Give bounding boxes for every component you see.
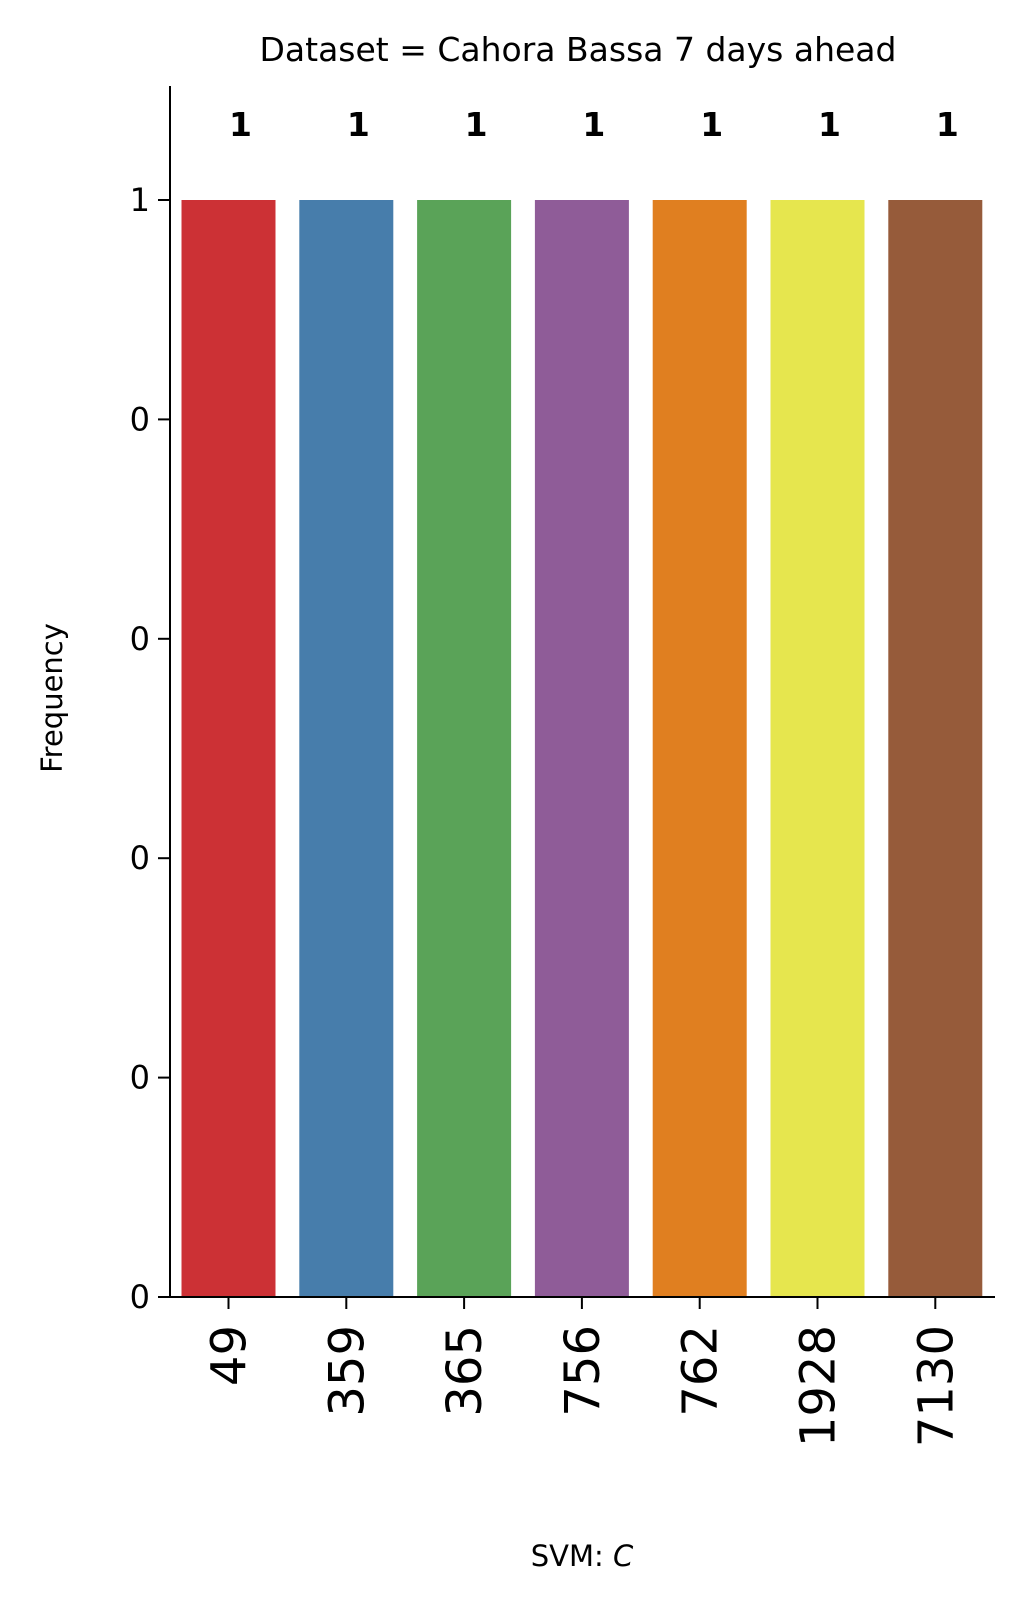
bar-756 bbox=[534, 200, 629, 1297]
x-tick-label-762: 762 bbox=[673, 1325, 729, 1417]
y-tick-label-3: 0 bbox=[130, 620, 150, 658]
y-tick-label-2: 0 bbox=[130, 839, 150, 877]
data-label-1928: 1 bbox=[818, 105, 841, 144]
data-label-7130: 1 bbox=[936, 105, 959, 144]
data-label-365: 1 bbox=[465, 105, 488, 144]
chart-title: Dataset = Cahora Bassa 7 days ahead bbox=[260, 30, 897, 69]
bar-7130 bbox=[888, 200, 983, 1297]
data-label-49: 1 bbox=[229, 105, 252, 144]
x-axis-label-symbol: C bbox=[613, 1539, 634, 1573]
data-label-756: 1 bbox=[582, 105, 605, 144]
data-labels-layer: 1 1 1 1 1 1 1 bbox=[229, 105, 959, 144]
bar-49 bbox=[181, 200, 276, 1297]
x-tick-label-359: 359 bbox=[319, 1325, 375, 1417]
x-ticks-layer: 49 359 365 756 762 1928 7130 bbox=[202, 1297, 964, 1447]
x-tick-label-7130: 7130 bbox=[908, 1325, 964, 1447]
x-tick-label-1928: 1928 bbox=[791, 1325, 847, 1447]
data-label-762: 1 bbox=[700, 105, 723, 144]
bar-365 bbox=[417, 200, 512, 1297]
y-tick-label-0: 0 bbox=[130, 1278, 150, 1316]
bar-359 bbox=[299, 200, 394, 1297]
y-tick-label-1: 0 bbox=[130, 1059, 150, 1097]
bar-1928 bbox=[770, 200, 865, 1297]
data-label-359: 1 bbox=[347, 105, 370, 144]
x-axis-label: SVM: C bbox=[531, 1539, 634, 1573]
x-tick-label-756: 756 bbox=[555, 1325, 611, 1417]
x-tick-label-49: 49 bbox=[202, 1325, 258, 1386]
y-axis-label: Frequency bbox=[35, 623, 69, 773]
y-ticks-layer: 0 0 0 0 0 1 bbox=[130, 181, 170, 1316]
x-axis-label-prefix: SVM: bbox=[531, 1539, 613, 1573]
y-tick-label-4: 0 bbox=[130, 400, 150, 438]
bars-layer bbox=[181, 200, 983, 1297]
bar-762 bbox=[652, 200, 747, 1297]
x-tick-label-365: 365 bbox=[437, 1325, 493, 1417]
y-tick-label-5: 1 bbox=[130, 181, 150, 219]
